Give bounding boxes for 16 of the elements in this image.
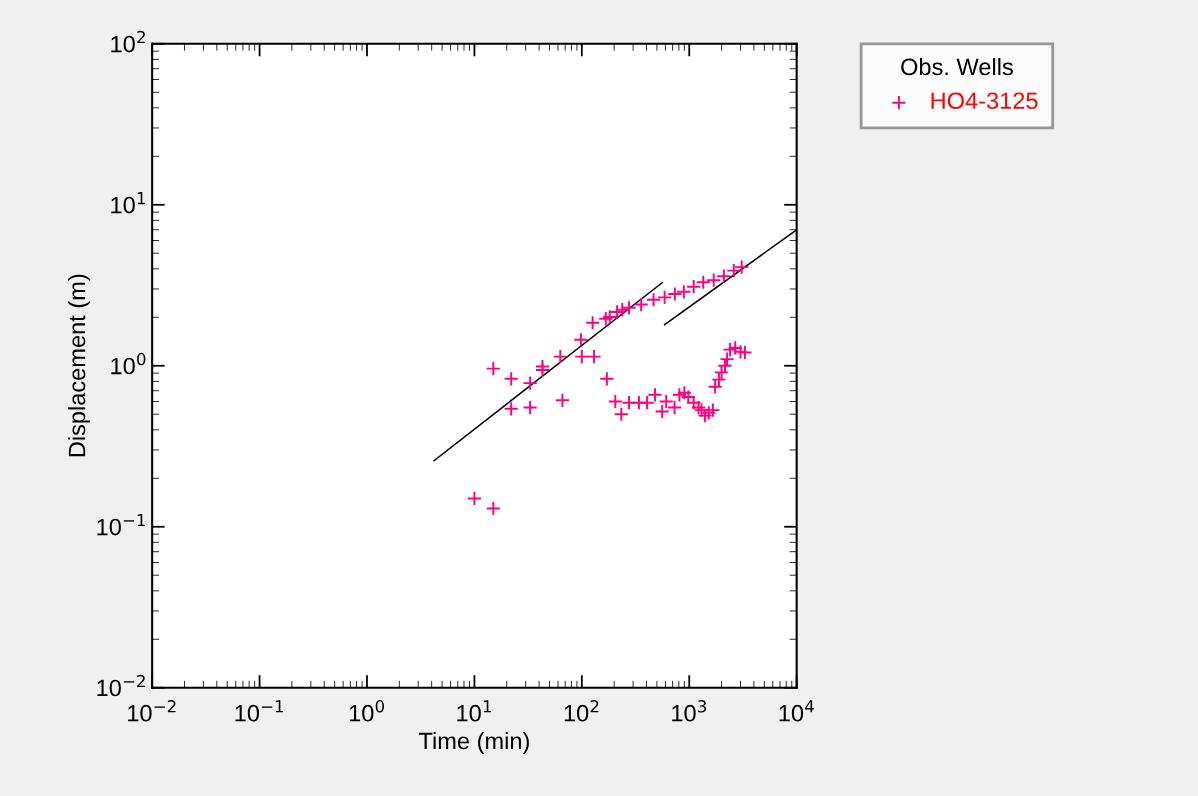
y-axis-title: Displacement (m): [68, 274, 91, 457]
x-tick-label: 10$^{−2}$: [128, 700, 176, 722]
x-tick-label: 10$^{2}$: [564, 700, 599, 722]
x-tick-label: 10$^{3}$: [672, 700, 707, 722]
legend-label: HO4-3125: [931, 92, 1038, 110]
x-tick-label: 10$^{−1}$: [235, 700, 284, 722]
y-tick-label: 10$^{−2}$: [97, 674, 145, 697]
x-axis-title: Time (min): [418, 731, 529, 754]
x-tick-label: 10$^{1}$: [457, 700, 491, 722]
x-tick-label: 10$^{0}$: [349, 700, 385, 722]
y-tick-label: 10$^{1}$: [111, 192, 145, 214]
legend-title: Obs. Wells: [901, 57, 1013, 76]
y-tick-label: 10$^{2}$: [111, 30, 145, 53]
x-tick-label: 10$^{4}$: [779, 700, 814, 722]
y-tick-label: 10$^{0}$: [111, 352, 146, 375]
y-tick-label: 10$^{−1}$: [97, 514, 145, 536]
